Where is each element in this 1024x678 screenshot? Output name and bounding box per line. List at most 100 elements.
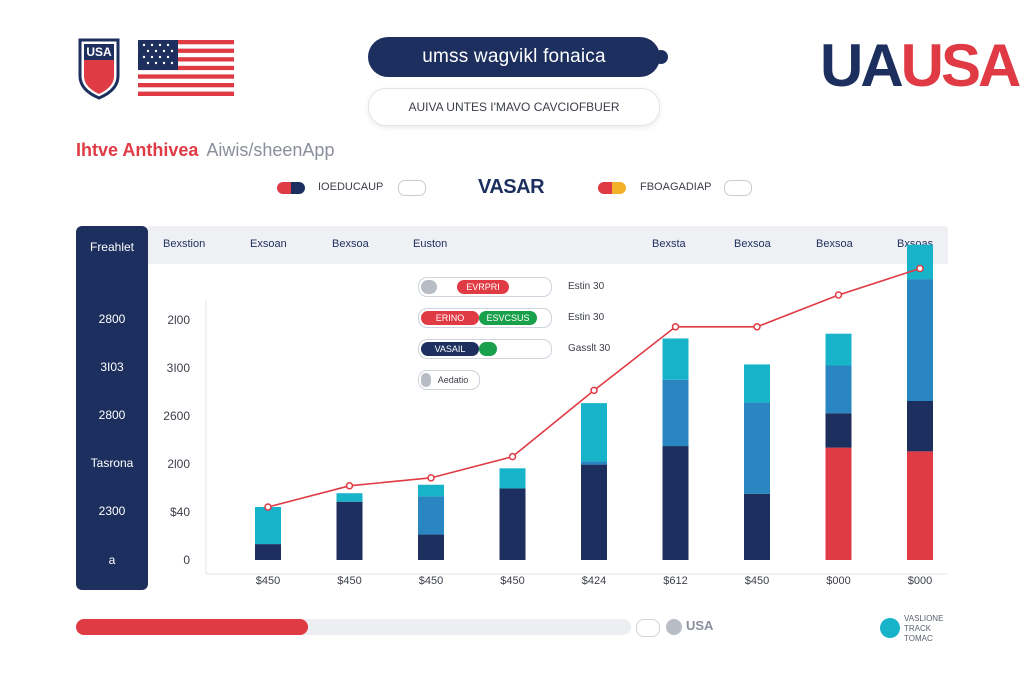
y-tick-label: 2l00 bbox=[167, 313, 190, 327]
bottom-note: VASLIONE TRACK TOMAC bbox=[904, 614, 944, 643]
bar-segment[interactable] bbox=[662, 446, 689, 560]
page-title[interactable]: umss wagvikl fonaica bbox=[368, 37, 668, 77]
progress-pill-1[interactable]: EVRPRI bbox=[418, 277, 552, 297]
bar-segment[interactable] bbox=[418, 496, 444, 535]
y-tick-label: 0 bbox=[183, 553, 190, 567]
x-tick-label: $000 bbox=[908, 575, 932, 587]
bar-segment[interactable] bbox=[825, 447, 852, 560]
trend-point[interactable] bbox=[345, 482, 354, 490]
side-value: 3I03 bbox=[100, 360, 124, 374]
legend-swatch-left bbox=[277, 181, 305, 199]
trend-point[interactable] bbox=[508, 452, 517, 461]
bar-segment[interactable] bbox=[744, 402, 770, 494]
progress-pill-3[interactable]: VASAIL bbox=[418, 339, 552, 359]
progress-seg-b: EVRPRI bbox=[457, 280, 509, 294]
side-value: a bbox=[108, 553, 116, 567]
y-tick-label: 2600 bbox=[163, 409, 190, 423]
bar-segment[interactable] bbox=[581, 464, 607, 560]
column-header: Exsoan bbox=[250, 238, 287, 250]
legend-center-label: VASAR bbox=[478, 176, 545, 198]
bottom-toggle[interactable] bbox=[636, 619, 660, 637]
subtitle-pill[interactable]: AUIVA UNTES I'MAVO CAVCIOFBUER bbox=[368, 88, 660, 126]
side-value: 2800 bbox=[98, 312, 126, 326]
legend-toggle-left[interactable] bbox=[398, 180, 426, 196]
column-header-row bbox=[148, 226, 948, 264]
side-value: 2800 bbox=[98, 408, 126, 422]
bar-segment[interactable] bbox=[499, 468, 526, 489]
column-header: Bexsoa bbox=[734, 238, 771, 250]
progress-seg-b bbox=[479, 342, 497, 356]
trend-point[interactable] bbox=[753, 323, 761, 331]
bar-segment[interactable] bbox=[907, 451, 933, 560]
progress-seg-b: ESVCSUS bbox=[479, 311, 537, 325]
x-tick-label: $450 bbox=[745, 575, 769, 587]
bottom-usa-label: USA bbox=[686, 618, 714, 633]
progress-seg-a: ERINO bbox=[421, 311, 479, 325]
x-tick-label: $000 bbox=[826, 575, 850, 587]
heading-secondary: Aiwis/sheenApp bbox=[206, 140, 335, 160]
progress-pill-2[interactable]: ERINO ESVCSUS bbox=[418, 308, 552, 328]
cyan-dot-icon bbox=[880, 618, 900, 638]
bar-segment[interactable] bbox=[499, 488, 526, 560]
progress-label-1: Estin 30 bbox=[568, 281, 605, 292]
progress-pill-4[interactable]: Aedatio bbox=[418, 370, 480, 390]
column-header: Bexsoa bbox=[332, 238, 369, 250]
y-tick-label: $40 bbox=[170, 505, 190, 519]
brand-logo: UAUSA bbox=[820, 28, 1022, 104]
x-tick-label: $450 bbox=[337, 575, 361, 587]
bar-segment[interactable] bbox=[744, 493, 770, 560]
bar-segment[interactable] bbox=[907, 401, 933, 452]
x-tick-label: $424 bbox=[582, 575, 606, 587]
progress-seg-a: VASAIL bbox=[421, 342, 479, 356]
us-flag-icon bbox=[138, 40, 234, 96]
progress-seg-a bbox=[421, 280, 437, 294]
legend-label-left: IOEDUCAUP bbox=[318, 181, 384, 193]
bar-segment[interactable] bbox=[662, 338, 689, 380]
x-tick-label: $612 bbox=[663, 575, 687, 587]
bar-segment[interactable] bbox=[907, 279, 933, 401]
bottom-dot-icon bbox=[666, 619, 682, 635]
bar-segment[interactable] bbox=[581, 403, 607, 462]
trend-point[interactable] bbox=[264, 503, 272, 511]
column-header: Bexsta bbox=[652, 238, 686, 250]
side-value: 2300 bbox=[98, 504, 126, 518]
trend-point[interactable] bbox=[671, 323, 680, 331]
y-tick-label: 2l00 bbox=[167, 457, 190, 471]
y-tick-label: 3I00 bbox=[167, 361, 191, 375]
x-tick-label: $450 bbox=[500, 575, 524, 587]
trend-point[interactable] bbox=[590, 386, 598, 395]
usa-crest-logo: USA bbox=[78, 38, 120, 100]
bar-segment[interactable] bbox=[744, 364, 770, 403]
bar-segment[interactable] bbox=[336, 501, 363, 560]
legend-toggle-right[interactable] bbox=[724, 180, 752, 196]
bar-segment[interactable] bbox=[336, 493, 363, 502]
bar-segment[interactable] bbox=[662, 379, 689, 447]
brand-part1: UA bbox=[820, 32, 904, 99]
bar-segment[interactable] bbox=[825, 333, 852, 366]
svg-text:USA: USA bbox=[86, 45, 112, 59]
bar-segment[interactable] bbox=[907, 244, 933, 280]
progress-seg-a: Aedatio bbox=[437, 375, 469, 385]
side-column bbox=[76, 226, 148, 590]
x-tick-label: $450 bbox=[256, 575, 280, 587]
trend-point[interactable] bbox=[834, 291, 843, 299]
bar-segment[interactable] bbox=[255, 507, 281, 545]
bar-segment[interactable] bbox=[255, 544, 281, 560]
column-header: Euston bbox=[413, 238, 448, 250]
bar-segment[interactable] bbox=[825, 365, 852, 414]
progress-label-3: Gasslt 30 bbox=[568, 343, 611, 354]
trend-point[interactable] bbox=[916, 264, 924, 273]
bar-segment[interactable] bbox=[581, 461, 607, 465]
bar-segment[interactable] bbox=[825, 413, 852, 448]
bar-segment[interactable] bbox=[418, 534, 444, 560]
brand-part2: USA bbox=[900, 32, 1022, 99]
bottom-progress-fill bbox=[76, 619, 308, 635]
bar-segment[interactable] bbox=[418, 484, 444, 497]
legend-swatch-right bbox=[598, 181, 626, 199]
legend-label-right: FBOAGADIAP bbox=[640, 181, 712, 193]
side-header: Freahlet bbox=[89, 240, 135, 254]
progress-label-2: Estin 30 bbox=[568, 312, 605, 323]
trend-point[interactable] bbox=[427, 474, 435, 482]
section-heading: Ihtve Anthivea Aiwis/sheenApp bbox=[76, 140, 334, 161]
